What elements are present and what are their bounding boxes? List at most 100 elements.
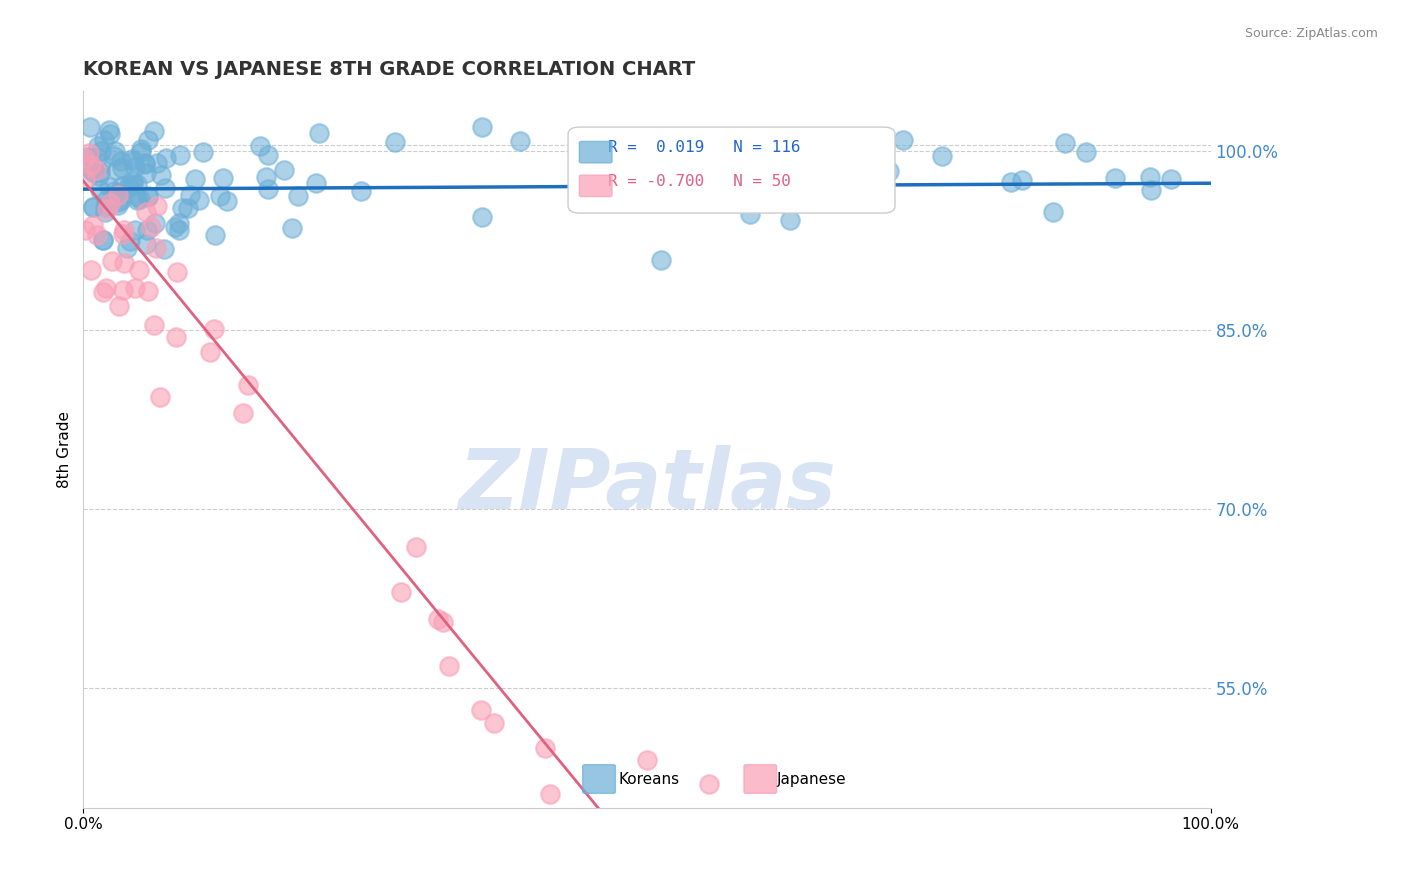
Point: [1042, 204, 1064, 219]
Point: [256, 182, 278, 196]
Point: [650, 252, 672, 267]
Point: [129, 192, 152, 206]
Point: [76, 158, 98, 172]
Point: [107, 198, 129, 212]
Point: [138, 189, 160, 203]
Point: [150, 168, 173, 182]
Point: [308, 126, 330, 140]
Point: [110, 193, 132, 207]
FancyBboxPatch shape: [579, 175, 612, 196]
Point: [779, 212, 801, 227]
FancyBboxPatch shape: [744, 764, 776, 793]
Point: [439, 658, 461, 673]
Point: [232, 406, 254, 420]
Point: [135, 205, 157, 219]
Point: [89, 165, 111, 179]
Point: [823, 175, 845, 189]
Point: [188, 193, 211, 207]
Point: [143, 318, 166, 332]
Point: [432, 615, 454, 630]
Point: [1140, 183, 1163, 197]
Point: [105, 186, 128, 201]
Point: [769, 182, 792, 196]
Point: [82, 200, 104, 214]
Point: [79, 120, 101, 134]
FancyBboxPatch shape: [582, 764, 616, 793]
Point: [91, 233, 114, 247]
Point: [118, 178, 141, 193]
Point: [891, 133, 914, 147]
Point: [93, 205, 115, 219]
Point: [134, 157, 156, 171]
Point: [138, 190, 160, 204]
Point: [470, 703, 492, 717]
Point: [103, 185, 125, 199]
Point: [287, 189, 309, 203]
Point: [86, 139, 108, 153]
Point: [139, 219, 162, 234]
Point: [426, 612, 449, 626]
Point: [138, 133, 160, 147]
Point: [79, 145, 101, 160]
Point: [115, 241, 138, 255]
Point: [273, 162, 295, 177]
Text: R =  0.019   N = 116: R = 0.019 N = 116: [607, 140, 800, 155]
Point: [177, 201, 200, 215]
Point: [80, 163, 103, 178]
Text: Source: ZipAtlas.com: Source: ZipAtlas.com: [1244, 27, 1378, 40]
Point: [1160, 172, 1182, 186]
Point: [208, 189, 231, 203]
Point: [98, 180, 121, 194]
Point: [94, 200, 117, 214]
Point: [149, 390, 172, 404]
Point: [125, 189, 148, 203]
Point: [471, 211, 494, 225]
Text: Koreans: Koreans: [619, 772, 681, 787]
Point: [533, 741, 555, 756]
Point: [249, 139, 271, 153]
Point: [165, 330, 187, 344]
Point: [305, 177, 328, 191]
Point: [146, 199, 169, 213]
Point: [110, 153, 132, 168]
Point: [111, 227, 134, 242]
Point: [134, 156, 156, 170]
Point: [107, 163, 129, 178]
Point: [591, 819, 613, 833]
Point: [166, 265, 188, 279]
Point: [471, 120, 494, 134]
Point: [84, 163, 107, 178]
Point: [579, 171, 602, 186]
Text: R = -0.700   N = 50: R = -0.700 N = 50: [607, 174, 790, 189]
Point: [931, 149, 953, 163]
Point: [80, 158, 103, 172]
Point: [191, 145, 214, 160]
Point: [76, 150, 98, 164]
Point: [202, 322, 225, 336]
Point: [79, 151, 101, 165]
Point: [212, 171, 235, 186]
Point: [128, 262, 150, 277]
Text: ZIPatlas: ZIPatlas: [458, 445, 837, 525]
Point: [86, 151, 108, 165]
Point: [136, 284, 159, 298]
Point: [124, 281, 146, 295]
Point: [82, 200, 104, 214]
Point: [145, 241, 167, 255]
Point: [184, 172, 207, 186]
Point: [89, 157, 111, 171]
Point: [215, 194, 238, 208]
Point: [350, 184, 373, 198]
Point: [155, 181, 177, 195]
Point: [127, 177, 149, 191]
Point: [636, 753, 658, 767]
Point: [136, 222, 159, 236]
Point: [131, 145, 153, 160]
Point: [122, 178, 145, 192]
Point: [82, 218, 104, 232]
Point: [87, 169, 110, 183]
Point: [75, 223, 97, 237]
Point: [122, 174, 145, 188]
Point: [103, 149, 125, 163]
Point: [1011, 172, 1033, 186]
